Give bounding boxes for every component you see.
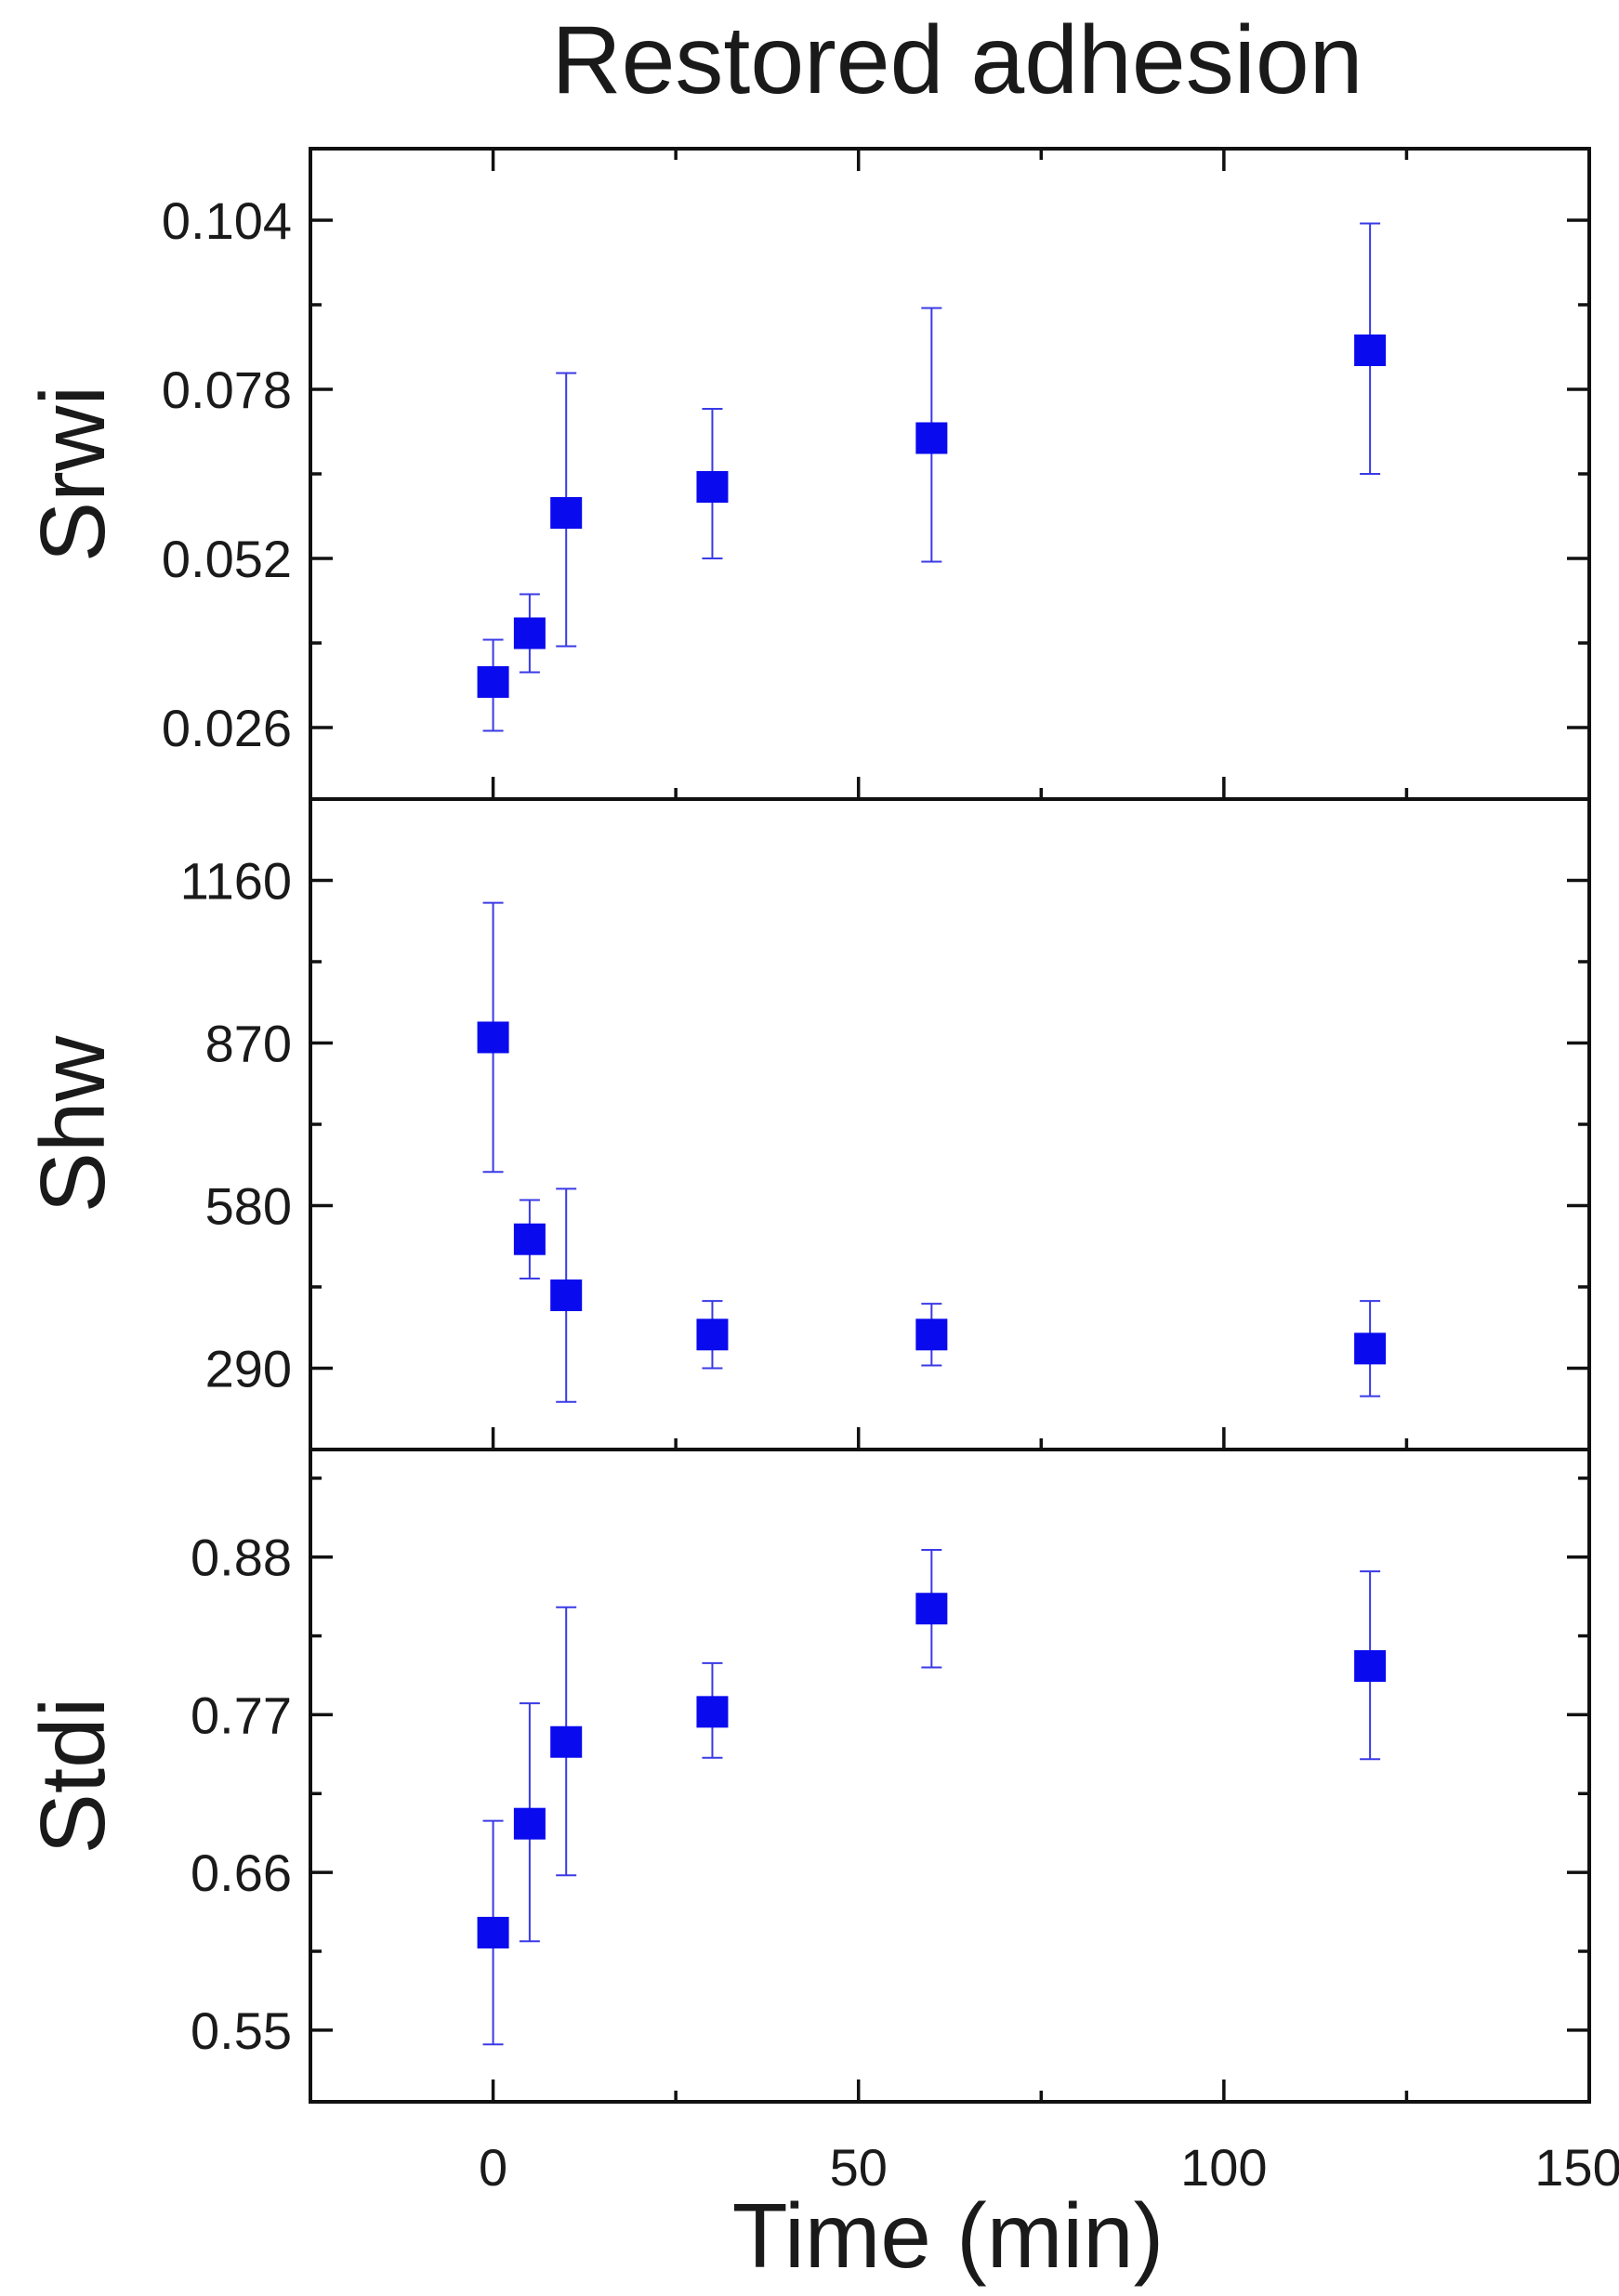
data-point — [915, 1593, 948, 1625]
data-point — [1354, 335, 1387, 366]
y-tick-label: 0.078 — [162, 361, 292, 419]
y-axis-label: Stdi — [21, 1698, 124, 1855]
data-point — [1354, 1649, 1387, 1682]
y-tick-label: 0.66 — [191, 1843, 292, 1902]
data-point — [550, 497, 583, 529]
data-point — [477, 1021, 509, 1054]
y-tick-label: 0.77 — [191, 1686, 292, 1744]
data-point — [915, 422, 948, 454]
data-point — [696, 1696, 729, 1728]
data-point — [696, 471, 729, 503]
panel-0: 0.026 0.052 0.078 0.104 Srwi — [21, 147, 1591, 801]
chart-title: Restored adhesion — [551, 7, 1362, 114]
y-tick-label: 0.55 — [191, 2001, 292, 2060]
data-point — [513, 1223, 546, 1255]
y-tick-label: 870 — [205, 1015, 292, 1073]
data-point — [477, 666, 509, 698]
data-point — [915, 1319, 948, 1351]
x-tick-label: 100 — [1180, 2138, 1267, 2197]
panel-frame — [309, 797, 1591, 1451]
panel-2: 0.55 0.66 0.77 0.88 Stdi 0 50 100 150 — [21, 1448, 1619, 2197]
data-point — [696, 1319, 729, 1351]
data-point — [550, 1725, 583, 1758]
y-tick-label: 0.026 — [162, 699, 292, 757]
x-tick-label: 150 — [1534, 2138, 1619, 2197]
panel-1: 290 580 870 1160 Shw — [21, 797, 1591, 1451]
x-axis-label: Time (min) — [732, 2184, 1165, 2287]
panel-frame — [309, 147, 1591, 801]
data-point — [1354, 1332, 1387, 1365]
data-point — [513, 617, 546, 649]
y-axis-label: Shw — [21, 1034, 124, 1213]
data-point — [513, 1807, 546, 1840]
data-point — [477, 1916, 509, 1948]
y-tick-label: 0.88 — [191, 1528, 292, 1587]
y-axis-label: Srwi — [21, 386, 124, 563]
data-point — [550, 1279, 583, 1312]
y-tick-label: 290 — [205, 1340, 292, 1398]
y-tick-label: 0.104 — [162, 191, 292, 250]
x-tick-label: 0 — [479, 2138, 507, 2197]
y-tick-label: 1160 — [180, 852, 292, 911]
panels-group: 0.026 0.052 0.078 0.104 Srwi 290 580 870 1160 Shw… — [21, 147, 1619, 2197]
y-tick-label: 0.052 — [162, 530, 292, 588]
panel-frame — [309, 1448, 1591, 2104]
y-tick-label: 580 — [205, 1177, 292, 1236]
x-tick-label: 50 — [830, 2138, 888, 2197]
